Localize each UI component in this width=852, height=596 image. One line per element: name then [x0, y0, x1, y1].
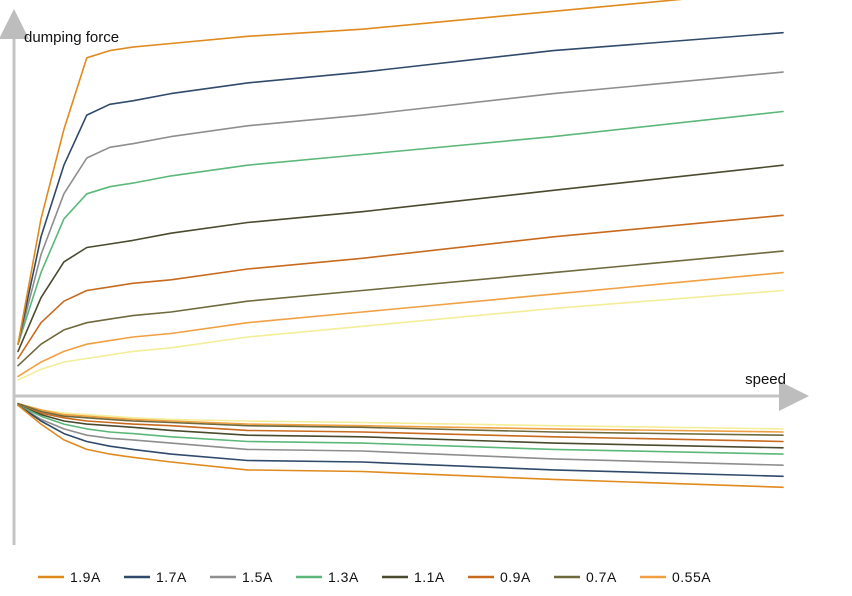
legend-item-1-5a: 1.5A: [210, 569, 273, 585]
series-line-rebound-0-9a: [17, 404, 784, 443]
y-axis-label: dumping force: [24, 29, 119, 46]
legend-label-0-9a: 0.9A: [500, 569, 531, 585]
series-line-rebound-1-7a: [17, 404, 784, 478]
legend-label-0-55a: 0.55A: [672, 569, 711, 585]
series-line-rebound-1-3a: [17, 404, 784, 455]
legend-item-1-1a: 1.1A: [382, 569, 445, 585]
series-line-compression-1-5a: [17, 71, 784, 346]
legend-item-0-55a: 0.55A: [640, 569, 711, 585]
axes: [0, 9, 809, 545]
series-line-rebound-base: [17, 402, 784, 430]
legend-item-1-7a: 1.7A: [124, 569, 187, 585]
legend-item-1-9a: 1.9A: [38, 569, 101, 585]
series-line-rebound-1-1a: [17, 404, 784, 449]
legend-item-1-3a: 1.3A: [296, 569, 359, 585]
legend-label-1-7a: 1.7A: [156, 569, 187, 585]
series-line-rebound-1-9a: [17, 404, 784, 489]
x-axis-label: speed: [745, 371, 786, 388]
legend-label-0-7a: 0.7A: [586, 569, 617, 585]
legend-label-1-1a: 1.1A: [414, 569, 445, 585]
series-line-compression-base: [17, 289, 784, 381]
legend-label-1-9a: 1.9A: [70, 569, 101, 585]
series-line-rebound-0-55a: [17, 402, 784, 433]
legend-item-0-7a: 0.7A: [554, 569, 617, 585]
series-lines: [17, 0, 784, 489]
series-line-compression-1-1a: [17, 164, 784, 353]
series-line-compression-0-55a: [17, 271, 784, 378]
series-line-rebound-0-7a: [17, 402, 784, 437]
legend-item-0-9a: 0.9A: [468, 569, 531, 585]
series-line-compression-0-7a: [17, 250, 784, 367]
series-line-compression-1-7a: [17, 31, 784, 346]
legend-label-1-3a: 1.3A: [328, 569, 359, 585]
series-line-compression-1-3a: [17, 110, 784, 346]
series-line-compression-1-9a: [17, 0, 683, 346]
series-line-rebound-1-5a: [17, 404, 784, 467]
legend: 1.9A 1.7A 1.5A 1.3A 1.1A 0.9A 0.7A 0.55A: [38, 569, 711, 585]
series-line-compression-0-9a: [17, 214, 784, 360]
legend-label-1-5a: 1.5A: [242, 569, 273, 585]
